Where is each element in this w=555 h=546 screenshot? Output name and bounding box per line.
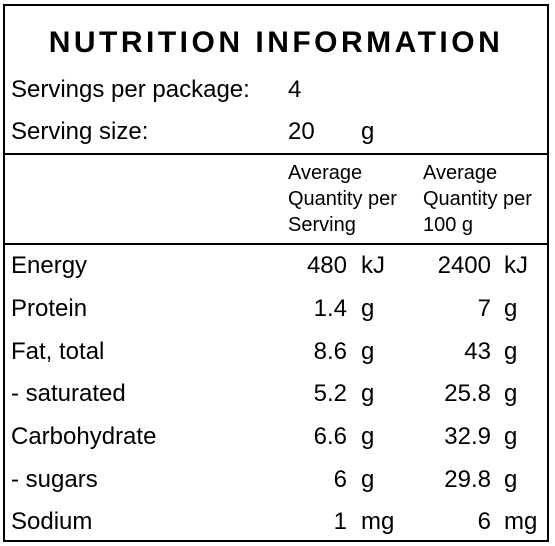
header-per-100g-line3: 100 g [423, 214, 474, 236]
per-100g-value: 43 [464, 338, 491, 365]
per-serving-unit: g [361, 423, 375, 450]
per-100g-unit: g [504, 295, 518, 322]
per-serving-unit: g [361, 466, 375, 493]
divider-header [5, 243, 547, 245]
nutrient-name: Protein [11, 295, 88, 322]
per-serving-value: 8.6 [313, 338, 347, 365]
nutrient-name: Fat, total [11, 338, 105, 365]
per-serving-value: 480 [306, 252, 347, 279]
serving-size-label: Serving size: [11, 118, 149, 145]
per-100g-value: 6 [477, 508, 491, 535]
per-serving-unit: g [361, 380, 375, 407]
header-per-serving-line1: Average [288, 162, 363, 184]
per-serving-value: 1.4 [313, 295, 347, 322]
divider-top [5, 153, 547, 155]
per-serving-value: 6.6 [313, 423, 347, 450]
serving-size-value: 20 [288, 118, 315, 145]
per-100g-unit: g [504, 466, 518, 493]
per-100g-value: 29.8 [444, 466, 491, 493]
nutrient-name: Carbohydrate [11, 423, 157, 450]
per-serving-unit: mg [361, 508, 395, 535]
header-per-100g-line1: Average [423, 162, 498, 184]
per-serving-unit: kJ [361, 252, 385, 279]
servings-label: Servings per package: [11, 76, 250, 103]
per-100g-unit: mg [504, 508, 538, 535]
per-100g-unit: g [504, 338, 518, 365]
header-per-serving-line2: Quantity per [288, 188, 397, 210]
per-100g-value: 2400 [437, 252, 491, 279]
nutrient-name: - saturated [11, 380, 126, 407]
serving-size-unit: g [361, 118, 375, 145]
per-100g-value: 7 [477, 295, 491, 322]
servings-value: 4 [288, 76, 302, 103]
nutrient-name: Sodium [11, 508, 93, 535]
header-per-100g-line2: Quantity per [423, 188, 532, 210]
nutrient-name: - sugars [11, 466, 98, 493]
nutrient-name: Energy [11, 252, 88, 279]
header-per-serving-line3: Serving [288, 214, 356, 236]
nutrition-panel: NUTRITION INFORMATION Servings per packa… [3, 4, 549, 542]
per-100g-unit: g [504, 380, 518, 407]
per-100g-unit: kJ [504, 252, 528, 279]
per-serving-value: 1 [333, 508, 347, 535]
per-serving-unit: g [361, 338, 375, 365]
per-100g-value: 32.9 [444, 423, 491, 450]
per-100g-value: 25.8 [444, 380, 491, 407]
per-serving-value: 5.2 [313, 380, 347, 407]
per-serving-value: 6 [333, 466, 347, 493]
per-serving-unit: g [361, 295, 375, 322]
per-100g-unit: g [504, 423, 518, 450]
panel-title: NUTRITION INFORMATION [48, 26, 504, 59]
